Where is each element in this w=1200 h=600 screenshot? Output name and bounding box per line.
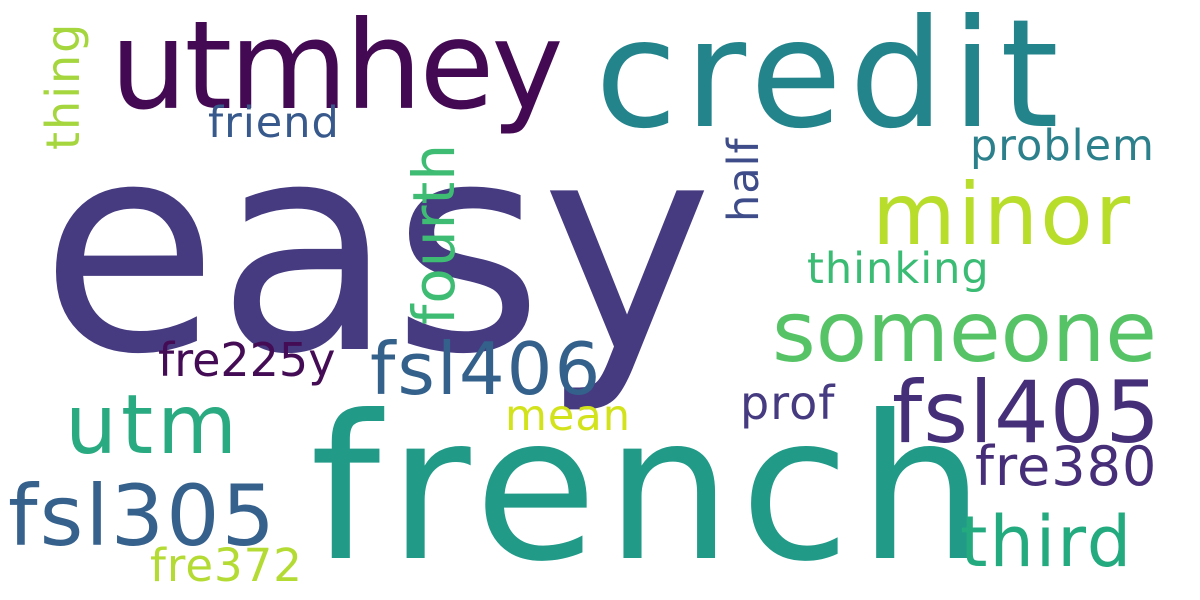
word-fsl406: fsl406	[370, 327, 603, 411]
word-thing: thing	[36, 21, 90, 150]
word-friend: friend	[208, 98, 340, 148]
word-fre372: fre372	[150, 539, 303, 592]
word-easy: easy	[40, 81, 713, 418]
word-fre380: fre380	[975, 435, 1158, 498]
word-mean: mean	[505, 391, 631, 441]
word-fsl305: fsl305	[8, 467, 278, 565]
word-half: half	[719, 137, 769, 222]
word-utmhey: utmhey	[110, 0, 564, 137]
word-minor: minor	[872, 165, 1133, 265]
word-french: french	[310, 373, 993, 600]
word-someone: someone	[772, 283, 1157, 381]
word-credit: credit	[595, 0, 1066, 162]
word-utm: utm	[65, 378, 241, 473]
word-fsl405: fsl405	[892, 363, 1162, 463]
word-problem: problem	[970, 121, 1155, 171]
word-prof: prof	[740, 376, 836, 430]
word-third: third	[960, 501, 1134, 583]
word-fre225y: fre225y	[158, 333, 336, 387]
word-fourth: fourth	[400, 142, 468, 325]
word-thinking: thinking	[807, 244, 990, 294]
